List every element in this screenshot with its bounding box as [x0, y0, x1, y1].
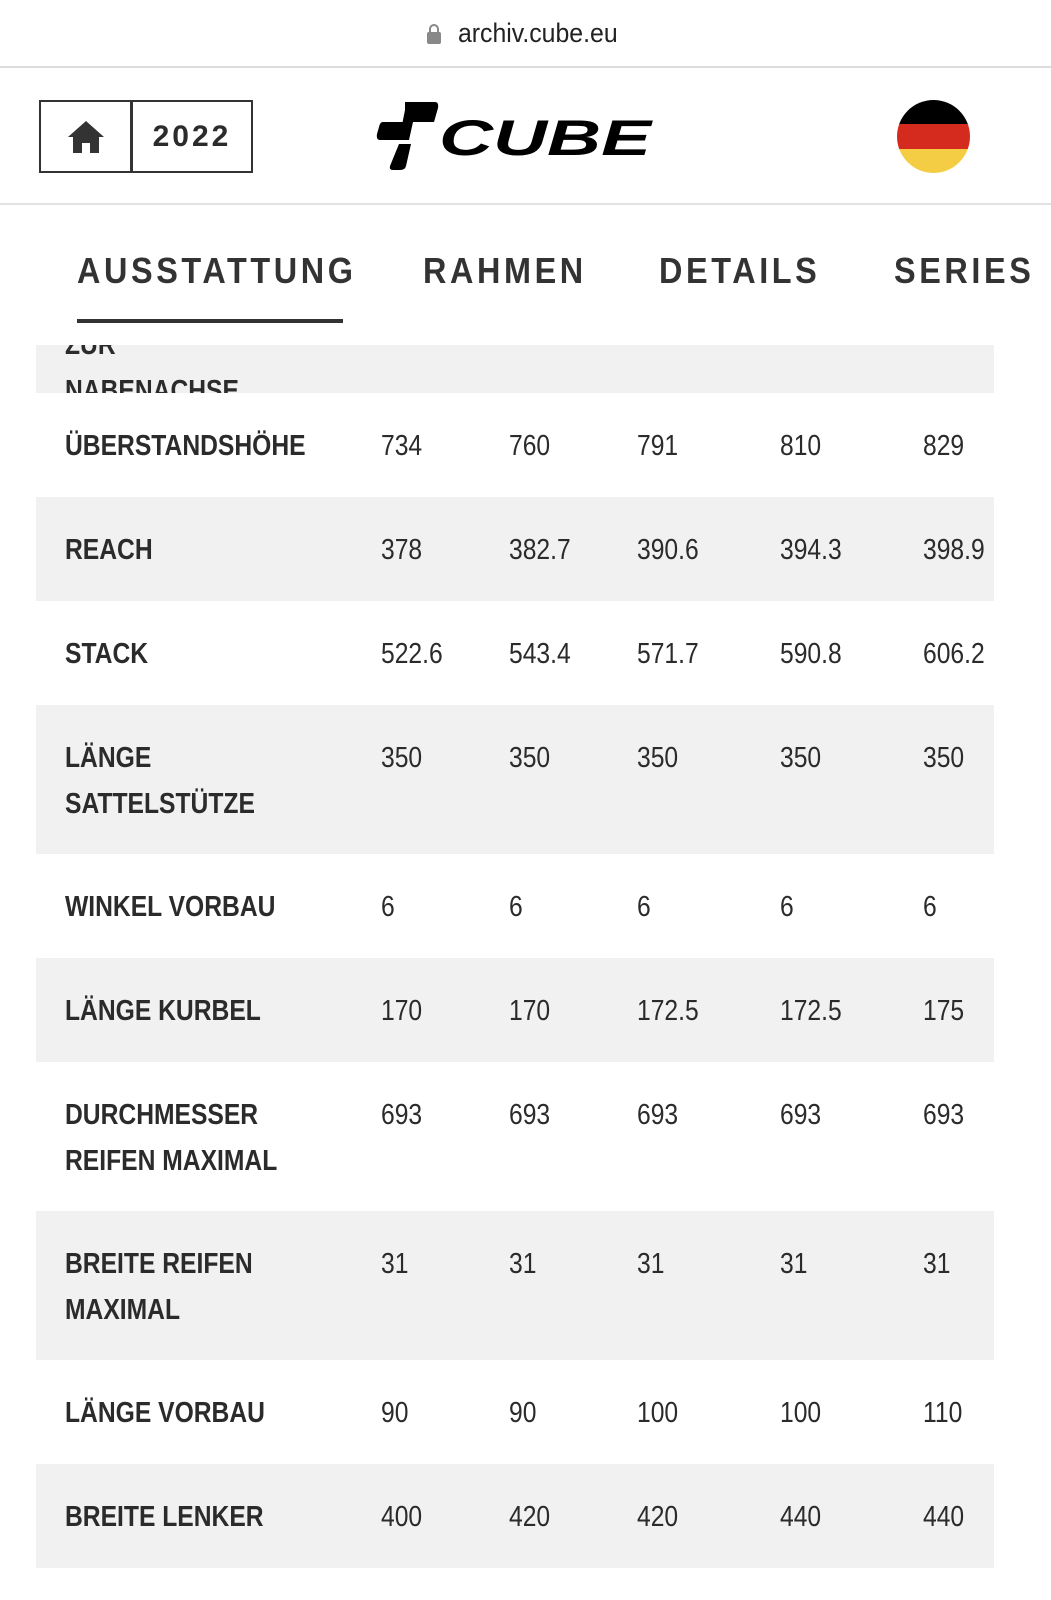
row-label: DURCHMESSER REIFEN MAXIMAL [65, 1099, 278, 1177]
table-row: BREITE LENKER 400 420 420 440 440 [36, 1464, 994, 1568]
row-value: 350 [923, 742, 965, 774]
row-value: 90 [509, 1397, 537, 1429]
row-label: ZUR NABENACHSE [65, 345, 239, 393]
url-text: archiv.cube.eu [457, 17, 618, 48]
row-label: LÄNGE VORBAU [65, 1397, 265, 1429]
row-value: 440 [780, 1501, 822, 1533]
row-value: 420 [637, 1501, 679, 1533]
table-row: LÄNGE SATTELSTÜTZE 350 350 350 350 350 [36, 705, 994, 854]
row-value: 394.3 [780, 534, 842, 566]
row-value: 31 [637, 1248, 665, 1280]
row-value: 170 [509, 995, 551, 1027]
row-value: 350 [509, 742, 551, 774]
row-value: 693 [780, 1099, 822, 1131]
row-value: 378 [381, 534, 423, 566]
row-label: REACH [65, 534, 153, 566]
row-value: 440 [923, 1501, 965, 1533]
row-value: 110 [923, 1397, 963, 1429]
row-value: 90 [381, 1397, 409, 1429]
active-tab-indicator [77, 319, 343, 323]
row-value: 100 [637, 1397, 679, 1429]
row-value: 693 [509, 1099, 551, 1131]
row-value: 350 [381, 742, 423, 774]
row-value: 6 [637, 891, 651, 923]
lock-icon [426, 24, 441, 44]
tab-series[interactable]: SERIES [894, 250, 1035, 291]
row-value: 390.6 [637, 534, 699, 566]
cube-logo[interactable]: CUBE [375, 100, 655, 177]
row-label: LÄNGE KURBEL [65, 995, 261, 1027]
row-value: 693 [637, 1099, 679, 1131]
table-row: LÄNGE KURBEL 170 170 172.5 172.5 175 [36, 958, 994, 1062]
row-value: 350 [780, 742, 822, 774]
row-label: BREITE REIFEN MAXIMAL [65, 1248, 253, 1326]
row-label: WINKEL VORBAU [65, 891, 276, 923]
svg-text:CUBE: CUBE [439, 110, 653, 166]
geometry-table: ZUR NABENACHSE ÜBERSTANDSHÖHE 734 760 791 81… [36, 345, 994, 1568]
row-value: 6 [780, 891, 794, 923]
row-value: 810 [780, 430, 822, 462]
table-row: REACH 378 382.7 390.6 394.3 398.9 [36, 497, 994, 601]
site-header: 2022 CUBE [0, 70, 1051, 205]
row-value: 398.9 [923, 534, 985, 566]
row-label: STACK [65, 638, 149, 670]
home-icon [67, 120, 104, 153]
row-value: 734 [381, 430, 423, 462]
row-value: 172.5 [637, 995, 699, 1027]
row-value: 100 [780, 1397, 822, 1429]
row-value: 170 [381, 995, 423, 1027]
tab-bar: AUSSTATTUNG RAHMEN DETAILS SERIES [0, 250, 1051, 330]
address-bar[interactable]: archiv.cube.eu [0, 0, 1051, 68]
row-value: 172.5 [780, 995, 842, 1027]
table-row: ZUR NABENACHSE [36, 345, 994, 393]
row-value: 175 [923, 995, 965, 1027]
row-label: LÄNGE SATTELSTÜTZE [65, 742, 255, 820]
table-row: WINKEL VORBAU 6 6 6 6 6 [36, 854, 994, 958]
language-flag-de[interactable] [897, 100, 970, 173]
row-value: 31 [509, 1248, 537, 1280]
row-value: 571.7 [637, 638, 699, 670]
row-value: 522.6 [381, 638, 443, 670]
row-value: 829 [923, 430, 965, 462]
tab-details[interactable]: DETAILS [659, 250, 821, 291]
home-button[interactable] [39, 100, 132, 173]
tab-rahmen[interactable]: RAHMEN [423, 250, 587, 291]
table-row: LÄNGE VORBAU 90 90 100 100 110 [36, 1360, 994, 1464]
table-row: BREITE REIFEN MAXIMAL 31 31 31 31 31 [36, 1211, 994, 1360]
row-value: 31 [923, 1248, 951, 1280]
row-value: 760 [509, 430, 551, 462]
row-value: 31 [381, 1248, 409, 1280]
row-value: 606.2 [923, 638, 985, 670]
row-label: BREITE LENKER [65, 1501, 264, 1533]
table-row: STACK 522.6 543.4 571.7 590.8 606.2 [36, 601, 994, 705]
row-value: 6 [923, 891, 937, 923]
row-value: 6 [509, 891, 523, 923]
row-value: 791 [637, 430, 679, 462]
table-row: ÜBERSTANDSHÖHE 734 760 791 810 829 [36, 393, 994, 497]
row-value: 6 [381, 891, 395, 923]
year-button[interactable]: 2022 [131, 100, 253, 173]
row-value: 350 [637, 742, 679, 774]
row-value: 693 [381, 1099, 423, 1131]
row-value: 590.8 [780, 638, 842, 670]
row-value: 693 [923, 1099, 965, 1131]
row-value: 400 [381, 1501, 423, 1533]
row-value: 382.7 [509, 534, 571, 566]
row-value: 31 [780, 1248, 808, 1280]
row-value: 543.4 [509, 638, 571, 670]
table-row: DURCHMESSER REIFEN MAXIMAL 693 693 693 693 69… [36, 1062, 994, 1211]
row-value: 420 [509, 1501, 551, 1533]
row-label: ÜBERSTANDSHÖHE [65, 430, 306, 462]
tab-ausstattung[interactable]: AUSSTATTUNG [77, 250, 357, 291]
